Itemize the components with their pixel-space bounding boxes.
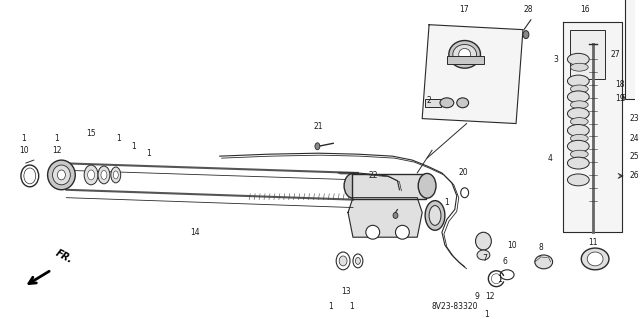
- Text: 6: 6: [503, 257, 508, 266]
- Text: 1: 1: [54, 134, 59, 143]
- Ellipse shape: [568, 75, 589, 87]
- Ellipse shape: [315, 143, 320, 150]
- Text: 18: 18: [615, 79, 625, 88]
- Text: 5: 5: [620, 94, 625, 103]
- Bar: [570, 30, 605, 79]
- Ellipse shape: [570, 150, 588, 158]
- Ellipse shape: [568, 91, 589, 103]
- Ellipse shape: [98, 166, 110, 184]
- Ellipse shape: [568, 140, 589, 152]
- Text: 21: 21: [314, 122, 323, 131]
- Ellipse shape: [570, 63, 588, 71]
- Bar: [447, 56, 484, 64]
- Text: 1: 1: [328, 302, 333, 311]
- Ellipse shape: [570, 118, 588, 125]
- Text: 1: 1: [445, 198, 449, 207]
- Polygon shape: [422, 25, 523, 123]
- Ellipse shape: [568, 108, 589, 120]
- Ellipse shape: [429, 205, 441, 225]
- Polygon shape: [563, 22, 622, 232]
- Text: 7: 7: [482, 255, 487, 263]
- Text: 1: 1: [116, 134, 121, 143]
- Ellipse shape: [339, 256, 347, 266]
- Text: 23: 23: [630, 114, 639, 123]
- Ellipse shape: [637, 153, 640, 163]
- Ellipse shape: [52, 165, 70, 185]
- Text: 9: 9: [474, 292, 479, 301]
- Ellipse shape: [101, 170, 107, 179]
- Text: 11: 11: [588, 238, 598, 247]
- Bar: [352, 174, 426, 199]
- Ellipse shape: [570, 85, 588, 93]
- Ellipse shape: [568, 174, 589, 186]
- Text: 22: 22: [368, 171, 378, 181]
- Text: 28: 28: [523, 5, 532, 14]
- Text: 14: 14: [190, 228, 200, 237]
- Ellipse shape: [476, 232, 492, 250]
- Ellipse shape: [523, 31, 529, 39]
- Text: 12: 12: [52, 146, 61, 155]
- Ellipse shape: [457, 98, 468, 108]
- Ellipse shape: [88, 170, 95, 180]
- Ellipse shape: [570, 101, 588, 109]
- Bar: [425, 99, 441, 107]
- Ellipse shape: [588, 252, 603, 266]
- Text: 1: 1: [484, 310, 489, 319]
- Text: 12: 12: [486, 292, 495, 301]
- Text: 25: 25: [630, 152, 639, 161]
- Ellipse shape: [637, 171, 640, 181]
- Ellipse shape: [477, 250, 490, 260]
- Text: FR.: FR.: [54, 248, 74, 265]
- Polygon shape: [348, 198, 422, 237]
- Ellipse shape: [581, 248, 609, 270]
- Ellipse shape: [393, 212, 398, 219]
- Text: 27: 27: [610, 50, 620, 59]
- Ellipse shape: [58, 170, 65, 180]
- Bar: [625, 0, 640, 99]
- Ellipse shape: [366, 225, 380, 239]
- Text: 16: 16: [580, 5, 590, 14]
- Ellipse shape: [568, 124, 589, 137]
- Ellipse shape: [568, 53, 589, 65]
- Text: 10: 10: [508, 241, 517, 249]
- Text: 1: 1: [131, 142, 136, 151]
- Text: 4: 4: [547, 154, 552, 163]
- Text: 13: 13: [341, 287, 351, 296]
- Ellipse shape: [570, 134, 588, 142]
- Text: 10: 10: [19, 146, 29, 155]
- Text: 1: 1: [349, 302, 355, 311]
- Ellipse shape: [396, 225, 410, 239]
- Text: 3: 3: [553, 55, 558, 64]
- Ellipse shape: [113, 171, 118, 179]
- Text: 19: 19: [615, 94, 625, 103]
- Text: 24: 24: [630, 134, 639, 143]
- Ellipse shape: [418, 174, 436, 198]
- Ellipse shape: [47, 160, 76, 190]
- Ellipse shape: [568, 157, 589, 169]
- Ellipse shape: [459, 48, 470, 60]
- Ellipse shape: [453, 44, 477, 64]
- Text: 15: 15: [86, 129, 96, 138]
- Ellipse shape: [355, 257, 360, 264]
- Text: 1: 1: [497, 275, 502, 284]
- Ellipse shape: [637, 133, 640, 143]
- Ellipse shape: [425, 201, 445, 230]
- Text: 26: 26: [630, 171, 639, 181]
- Ellipse shape: [440, 98, 454, 108]
- Ellipse shape: [535, 255, 552, 269]
- Ellipse shape: [84, 165, 98, 185]
- Text: 17: 17: [459, 5, 468, 14]
- Ellipse shape: [344, 174, 362, 198]
- Ellipse shape: [449, 41, 481, 68]
- Text: 20: 20: [459, 168, 468, 177]
- Text: 2: 2: [427, 96, 431, 105]
- Ellipse shape: [111, 167, 121, 183]
- Text: 8V23-83320: 8V23-83320: [431, 302, 478, 311]
- Text: 1: 1: [22, 134, 26, 143]
- Text: 1: 1: [146, 149, 151, 158]
- Text: 8: 8: [538, 242, 543, 252]
- Ellipse shape: [637, 112, 640, 122]
